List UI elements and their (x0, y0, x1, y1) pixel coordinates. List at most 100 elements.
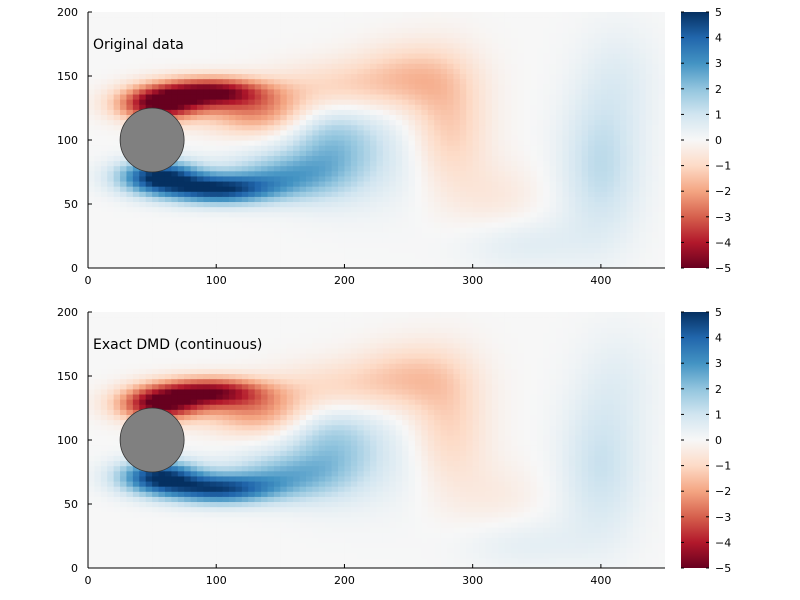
heatmap-cell (305, 191, 313, 197)
heatmap-cell (152, 63, 160, 69)
heatmap-cell (120, 63, 128, 69)
heatmap-cell (120, 404, 128, 410)
heatmap-cell (203, 17, 211, 23)
heatmap-cell (652, 180, 660, 187)
heatmap-cell (107, 409, 115, 415)
heatmap-cell (203, 180, 211, 187)
heatmap-cell (562, 257, 570, 264)
heatmap-cell (408, 88, 416, 95)
heatmap-cell (216, 37, 224, 44)
heatmap-cell (203, 88, 211, 95)
heatmap-cell (350, 58, 358, 64)
heatmap-cell (196, 216, 204, 223)
heatmap-cell (652, 201, 660, 208)
heatmap-cell (479, 17, 487, 23)
heatmap-cell (280, 262, 288, 268)
heatmap-cell (235, 196, 243, 203)
heatmap-cell (126, 332, 134, 339)
heatmap-cell (190, 32, 198, 39)
heatmap-cell (588, 42, 596, 49)
heatmap-cell (107, 455, 115, 462)
heatmap-cell (472, 155, 480, 162)
heatmap-cell (209, 88, 217, 95)
heatmap-cell (453, 165, 461, 172)
heatmap-cell (459, 109, 467, 115)
heatmap-cell (434, 109, 442, 115)
heatmap-cell (402, 196, 410, 203)
heatmap-cell (357, 63, 365, 69)
heatmap-cell (575, 32, 583, 39)
heatmap-cell (100, 378, 108, 385)
heatmap-cell (273, 150, 281, 156)
heatmap-cell (523, 32, 531, 39)
heatmap-cell (626, 160, 634, 167)
heatmap-cell (318, 160, 326, 167)
heatmap-cell (639, 175, 647, 182)
heatmap-cell (600, 17, 608, 23)
heatmap-cell (209, 32, 217, 39)
heatmap-cell (350, 180, 358, 187)
heatmap-cell (100, 175, 108, 182)
heatmap-cell (440, 216, 448, 223)
heatmap-cell (152, 237, 160, 243)
heatmap-cell (177, 37, 185, 44)
heatmap-cell (453, 58, 461, 64)
heatmap-cell (389, 42, 397, 49)
heatmap-cell (267, 63, 275, 69)
heatmap-cell (113, 170, 121, 177)
heatmap-cell (145, 104, 153, 110)
heatmap-cell (447, 180, 455, 187)
heatmap-cell (261, 73, 269, 80)
heatmap-cell (171, 73, 179, 80)
heatmap-cell (453, 42, 461, 49)
heatmap-cell (152, 186, 160, 192)
heatmap-cell (414, 140, 422, 146)
heatmap-cell (293, 88, 301, 95)
heatmap-cell (562, 175, 570, 182)
heatmap-cell (152, 27, 160, 34)
heatmap-cell (382, 129, 390, 136)
heatmap-cell (588, 104, 596, 110)
heatmap-cell (132, 532, 140, 538)
heatmap-cell (517, 191, 525, 197)
heatmap-cell (286, 242, 294, 249)
heatmap-cell (536, 211, 544, 218)
heatmap-cell (126, 383, 134, 390)
heatmap-cell (357, 165, 365, 172)
heatmap-cell (145, 83, 153, 90)
heatmap-cell (158, 78, 166, 85)
heatmap-cell (139, 562, 147, 568)
heatmap-cell (556, 186, 564, 192)
heatmap-cell (588, 99, 596, 105)
heatmap-cell (607, 262, 615, 268)
heatmap-cell (440, 165, 448, 172)
heatmap-cell (241, 145, 249, 151)
heatmap-cell (607, 109, 615, 115)
heatmap-cell (338, 32, 346, 39)
heatmap-cell (132, 537, 140, 543)
heatmap-cell (575, 114, 583, 121)
heatmap-cell (196, 170, 204, 177)
heatmap-cell (293, 191, 301, 197)
heatmap-cell (331, 58, 339, 64)
heatmap-cell (530, 109, 538, 115)
heatmap-cell (94, 211, 102, 218)
heatmap-cell (164, 175, 172, 182)
heatmap-cell (523, 186, 531, 192)
heatmap-cell (543, 83, 551, 90)
heatmap-cell (382, 211, 390, 218)
heatmap-cell (229, 93, 237, 100)
heatmap-cell (120, 27, 128, 34)
heatmap-cell (376, 191, 384, 197)
heatmap-cell (88, 232, 96, 238)
heatmap-cell (504, 58, 512, 64)
heatmap-cell (113, 506, 121, 513)
heatmap-cell (126, 211, 134, 218)
heatmap-cell (472, 124, 480, 131)
heatmap-cell (88, 257, 96, 264)
heatmap-cell (113, 434, 121, 441)
heatmap-cell (209, 17, 217, 23)
heatmap-cell (511, 99, 519, 105)
heatmap-cell (382, 165, 390, 172)
heatmap-cell (562, 186, 570, 192)
